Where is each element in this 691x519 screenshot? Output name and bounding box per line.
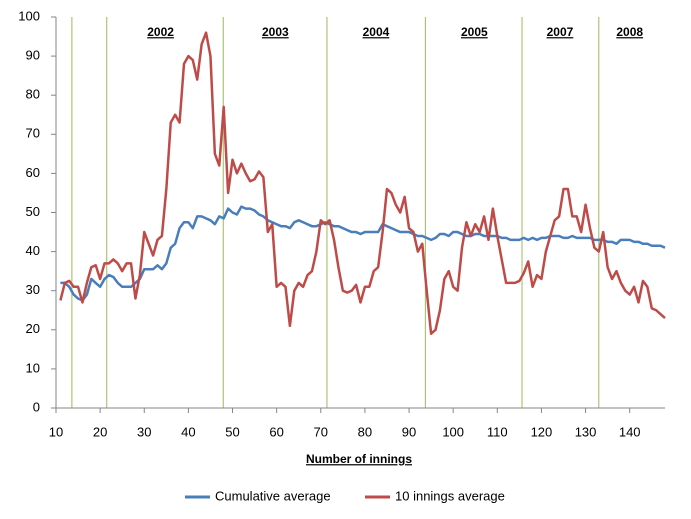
x-tick-label: 30 <box>137 424 151 439</box>
x-tick-label: 20 <box>93 424 107 439</box>
x-tick-label: 80 <box>358 424 372 439</box>
series-line <box>59 31 666 335</box>
x-tick-label: 110 <box>487 424 508 439</box>
x-tick-label: 50 <box>225 424 239 439</box>
y-tick-label: 10 <box>26 360 40 375</box>
y-tick-label: 0 <box>33 399 40 414</box>
x-tick-label: 130 <box>575 424 597 439</box>
year-label: 2007 <box>547 25 574 39</box>
y-tick-label: 60 <box>26 165 40 180</box>
year-label: 2008 <box>616 25 643 39</box>
x-tick-label: 140 <box>619 424 641 439</box>
x-tick-label: 100 <box>442 424 464 439</box>
x-tick-label: 90 <box>402 424 416 439</box>
year-label: 2003 <box>262 25 289 39</box>
y-tick-label: 30 <box>26 282 40 297</box>
x-tick-label: 10 <box>49 424 63 439</box>
series-line <box>60 205 666 302</box>
year-label: 2004 <box>363 25 390 39</box>
x-tick-label: 40 <box>181 424 195 439</box>
legend-label: Cumulative average <box>215 488 331 503</box>
x-tick-label: 70 <box>314 424 328 439</box>
x-tick-label: 120 <box>531 424 553 439</box>
year-label: 2005 <box>461 25 488 39</box>
y-tick-label: 90 <box>26 48 40 63</box>
y-tick-label: 40 <box>26 243 40 258</box>
y-tick-label: 80 <box>26 87 40 102</box>
y-tick-label: 20 <box>26 321 40 336</box>
year-label: 2002 <box>147 25 174 39</box>
x-axis-title: Number of innings <box>306 452 412 466</box>
y-tick-label: 100 <box>18 8 40 23</box>
y-tick-label: 50 <box>26 204 40 219</box>
x-tick-label: 60 <box>269 424 283 439</box>
y-tick-label: 70 <box>26 126 40 141</box>
legend-label: 10 innings average <box>395 488 505 503</box>
